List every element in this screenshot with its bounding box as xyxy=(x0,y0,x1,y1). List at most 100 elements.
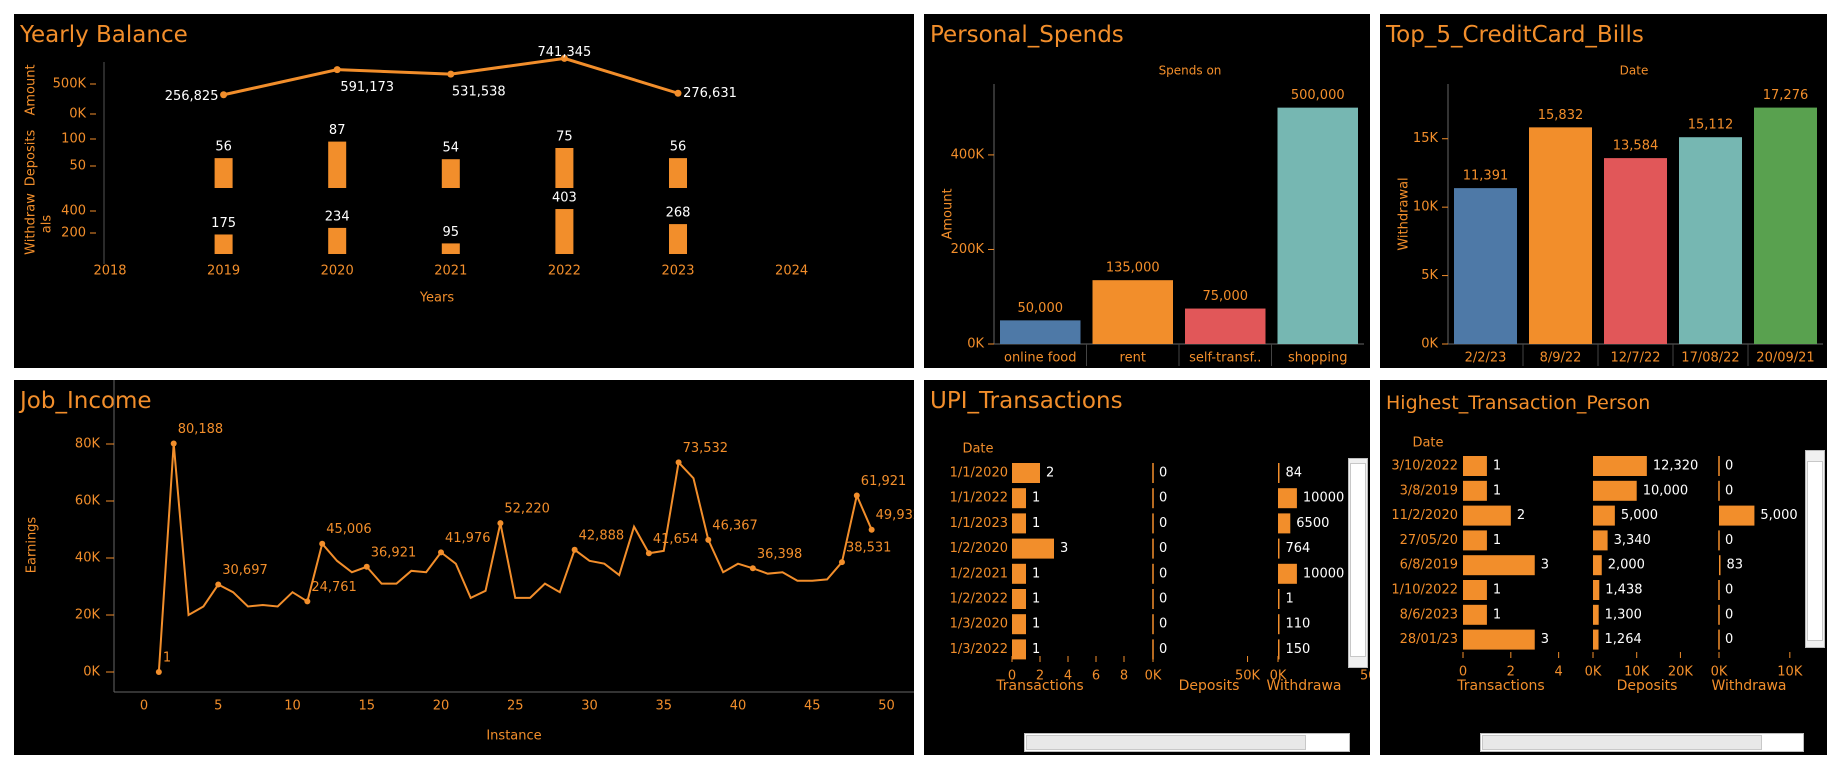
creditcard-bills-y-tick-label: 10K xyxy=(1413,200,1439,215)
creditcard-bills-category-label: 2/2/23 xyxy=(1465,351,1507,366)
highest-value-label: 2,000 xyxy=(1608,558,1645,573)
upi-bar xyxy=(1012,513,1026,534)
job-income-x-tick-label: 45 xyxy=(804,699,821,714)
creditcard-bills-category-label: 12/7/22 xyxy=(1610,351,1660,366)
personal-spends-data-label: 500,000 xyxy=(1291,88,1345,103)
personal-spends-header: Spends on xyxy=(1159,64,1222,78)
highest-row-date: 11/2/2020 xyxy=(1391,508,1458,523)
upi-row-date: 1/2/2022 xyxy=(950,592,1008,607)
highest-value-label: 12,320 xyxy=(1653,459,1699,474)
personal-spends-y-tick-label: 200K xyxy=(951,242,985,257)
highest-vertical-scrollbar[interactable] xyxy=(1805,450,1825,648)
yearly-x-axis-label: Years xyxy=(419,291,455,306)
upi-vertical-scroll-thumb[interactable] xyxy=(1350,463,1366,657)
job-income-data-label: 45,006 xyxy=(326,522,372,537)
upi-row-date: 1/3/2022 xyxy=(950,642,1008,657)
upi-bar xyxy=(1278,463,1280,483)
upi-x-tick-label: 4 xyxy=(1064,669,1072,684)
personal-spends-y-tick-label: 0K xyxy=(967,337,984,352)
yearly-row-tick-label: 200 xyxy=(61,226,86,241)
yearly-deposits-bar xyxy=(441,159,460,188)
job-income-data-label: 1 xyxy=(163,650,171,665)
job-income-point xyxy=(571,546,578,553)
highest-horizontal-scroll-thumb[interactable] xyxy=(1482,735,1762,750)
highest-horizontal-scrollbar[interactable] xyxy=(1480,733,1804,752)
yearly-deposits-label: 75 xyxy=(556,130,573,145)
yearly-balance-panel: Yearly Balance Amount 500K 0K 256,825 591,17… xyxy=(14,14,914,368)
upi-value-label: 150 xyxy=(1286,642,1311,657)
upi-bar xyxy=(1012,488,1026,509)
upi-horizontal-scroll-thumb[interactable] xyxy=(1026,735,1306,750)
personal-spends-title: Personal_Spends xyxy=(930,22,1124,48)
job-income-point xyxy=(853,492,860,499)
upi-value-label: 1 xyxy=(1032,491,1040,506)
creditcard-bills-bar xyxy=(1604,158,1667,344)
creditcard-bills-y-tick-label: 0K xyxy=(1421,337,1438,352)
yearly-withdraw-bar xyxy=(214,234,233,254)
job-income-data-label: 36,921 xyxy=(371,545,417,560)
creditcard-bills-y-axis-label: Withdrawal xyxy=(1397,177,1412,250)
creditcard-bills-data-label: 11,391 xyxy=(1463,169,1509,184)
creditcard-bills-data-label: 17,276 xyxy=(1763,88,1809,103)
yearly-row-tick-label: 0K xyxy=(69,107,86,122)
creditcard-bills-chart: Date Withdrawal 0K 5K 10K 15K 11,391 2/2/23 15,8… xyxy=(1397,64,1823,366)
highest-row-date: 28/01/23 xyxy=(1400,632,1458,647)
upi-bar xyxy=(1278,488,1297,509)
upi-bar xyxy=(1012,463,1040,483)
job-income-x-tick-label: 15 xyxy=(358,699,375,714)
job-income-x-tick-label: 5 xyxy=(214,699,222,714)
highest-bar xyxy=(1463,604,1487,625)
creditcard-bills-data-label: 15,832 xyxy=(1538,108,1584,123)
yearly-deposits-bar xyxy=(555,148,574,188)
job-income-point xyxy=(838,559,845,566)
yearly-withdraw-label: 95 xyxy=(443,225,460,240)
job-income-data-label: 42,888 xyxy=(579,528,625,543)
job-income-point xyxy=(363,563,370,570)
personal-spends-category-label: online food xyxy=(1004,351,1077,366)
highest-bar xyxy=(1719,505,1755,526)
upi-vertical-scrollbar[interactable] xyxy=(1348,458,1368,668)
yearly-x-tick-label: 2021 xyxy=(434,264,467,279)
creditcard-bills-y-tick-label: 15K xyxy=(1413,131,1439,146)
creditcard-bills-data-label: 13,584 xyxy=(1613,139,1659,154)
personal-spends-chart: Spends on Amount 0K 200K 400K 50,000 online fo… xyxy=(941,64,1364,366)
highest-row-date: 1/10/2022 xyxy=(1391,583,1458,598)
upi-bar xyxy=(1012,589,1026,609)
job-income-y-tick-label: 0K xyxy=(83,665,100,680)
yearly-amount-point xyxy=(447,70,455,78)
upi-value-label: 1 xyxy=(1032,642,1040,657)
upi-x-tick-label: 2 xyxy=(1036,669,1044,684)
upi-value-label: 110 xyxy=(1286,617,1311,632)
yearly-deposits-label: 56 xyxy=(670,140,687,155)
upi-x-tick-label: 50K xyxy=(1360,669,1370,684)
highest-vertical-scroll-thumb[interactable] xyxy=(1807,461,1823,641)
job-income-y-tick-label: 20K xyxy=(75,608,101,623)
yearly-deposits-label: 56 xyxy=(215,140,232,155)
upi-value-label: 10000 xyxy=(1303,491,1344,506)
upi-value-label: 0 xyxy=(1159,592,1167,607)
highest-bar xyxy=(1593,604,1599,625)
upi-bar xyxy=(1012,614,1026,635)
job-income-data-label: 41,976 xyxy=(445,531,491,546)
upi-row-date: 1/1/2022 xyxy=(950,491,1008,506)
highest-x-tick-label: 4 xyxy=(1555,665,1563,680)
upi-value-label: 0 xyxy=(1159,516,1167,531)
job-income-data-label: 52,220 xyxy=(504,502,550,517)
upi-value-label: 1 xyxy=(1286,592,1294,607)
creditcard-bills-data-label: 15,112 xyxy=(1688,118,1734,133)
upi-bar xyxy=(1278,513,1291,534)
creditcard-bills-bar xyxy=(1529,127,1592,344)
yearly-withdraw-bar xyxy=(441,243,460,254)
yearly-balance-title: Yearly Balance xyxy=(20,22,188,48)
yearly-withdraw-label: 268 xyxy=(666,206,691,221)
yearly-row-tick-label: 50 xyxy=(69,159,86,174)
personal-spends-bar xyxy=(1277,107,1358,345)
upi-horizontal-scrollbar[interactable] xyxy=(1024,733,1350,752)
highest-bar xyxy=(1463,530,1487,551)
job-income-panel: Job_Income Earnings 0K 20K 40K 60K 80K 0 5 10 15 2… xyxy=(14,380,914,755)
job-income-x-tick-label: 20 xyxy=(433,699,450,714)
highest-value-label: 1 xyxy=(1493,583,1501,598)
job-income-data-label: 73,532 xyxy=(683,441,729,456)
job-income-x-tick-label: 35 xyxy=(655,699,672,714)
highest-bar xyxy=(1593,456,1647,476)
